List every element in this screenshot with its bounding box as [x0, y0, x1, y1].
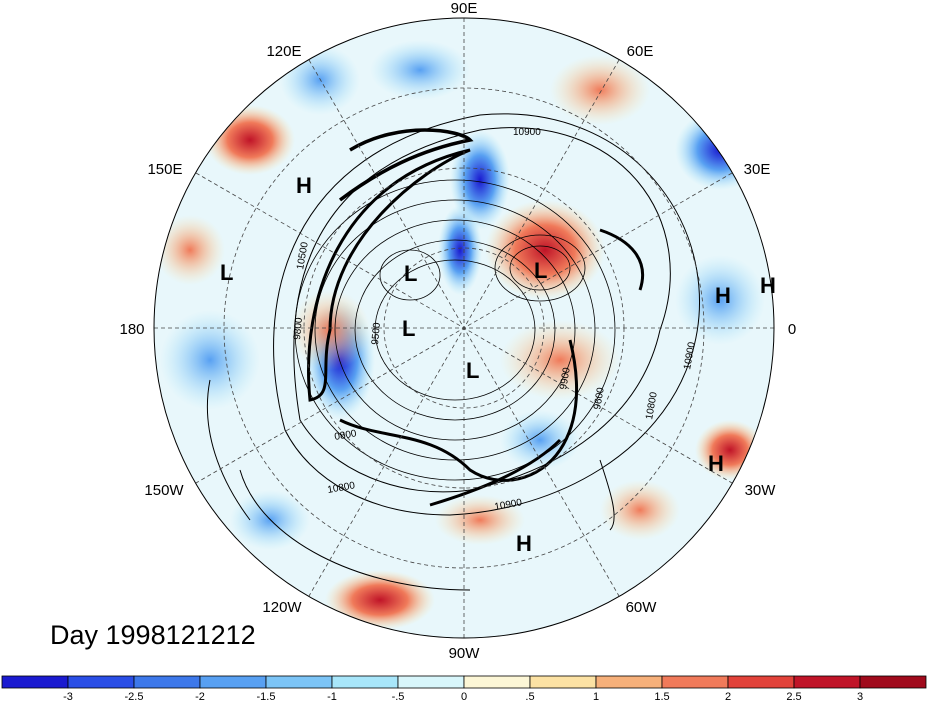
lon-label-90w: 90W	[449, 645, 481, 662]
colorbar: -3 -2.5 -2 -1.5 -1 -.5 0 .5 1 1.5 2 2.5 3	[1, 675, 927, 702]
contour-label-10900-right: 10900	[682, 341, 698, 371]
low-center-arctic: L	[402, 316, 415, 341]
high-center-atlantic: H	[708, 451, 724, 476]
colorbar-tick-label: -2.5	[125, 691, 144, 702]
colorbar-box	[397, 675, 465, 689]
lon-label-120w: 120W	[262, 599, 302, 616]
lon-label-90e: 90E	[451, 0, 478, 17]
colorbar-box	[727, 675, 795, 689]
lon-label-60w: 60W	[626, 599, 658, 616]
colorbar-box	[793, 675, 861, 689]
colorbar-boxes	[1, 675, 927, 689]
lon-label-30e: 30E	[744, 161, 771, 178]
contour-label-9900: 9900	[558, 366, 573, 390]
colorbar-tick-label: -1.5	[257, 691, 276, 702]
contour-label-9800-left: 9800	[292, 317, 305, 341]
colorbar-tick-label: .5	[525, 691, 534, 702]
longitude-labels: 90E 120E 60E 150E 30E 180 0 150W 30W 120…	[119, 0, 796, 662]
colorbar-box	[1, 675, 69, 689]
colorbar-tick-label: 3	[857, 691, 863, 702]
colorbar-box	[199, 675, 267, 689]
colorbar-tick-label: -2	[195, 691, 205, 702]
lon-label-120e: 120E	[266, 43, 301, 60]
lon-label-60e: 60E	[627, 43, 654, 60]
colorbar-tick-label: 2	[725, 691, 731, 702]
map-boundary	[153, 17, 775, 639]
colorbar-tick-label: -1	[327, 691, 337, 702]
colorbar-box	[859, 675, 927, 689]
contour-label-10900-bottom: 10900	[494, 497, 524, 513]
high-center-caribbean: H	[516, 531, 532, 556]
high-center-east-asia: H	[296, 173, 312, 198]
polar-map: 10900 10900 10800 10800 10900 9500 9900 …	[119, 0, 796, 662]
contour-label-9600: 9600	[592, 386, 607, 410]
contour-label-9500: 9500	[370, 322, 383, 346]
low-center-greenland: L	[466, 358, 479, 383]
lon-label-0: 0	[788, 321, 796, 338]
contour-label-10800-bottom: 10800	[327, 480, 357, 496]
colorbar-tick-label: 1.5	[654, 691, 669, 702]
colorbar-box	[661, 675, 729, 689]
colorbar-labels: -3 -2.5 -2 -1.5 -1 -.5 0 .5 1 1.5 2 2.5 3	[63, 691, 863, 702]
map-title: Day 1998121212	[50, 620, 256, 650]
colorbar-tick-label: -3	[63, 691, 73, 702]
colorbar-box	[133, 675, 201, 689]
graticule	[154, 18, 774, 638]
colorbar-box	[67, 675, 135, 689]
colorbar-box	[265, 675, 333, 689]
pressure-centers: H L L L L L H H H H	[220, 173, 776, 556]
geopotential-contours	[206, 113, 700, 591]
contour-label-10900-top: 10900	[513, 127, 541, 138]
low-center-europe: L	[534, 258, 547, 283]
colorbar-tick-label: -.5	[392, 691, 405, 702]
contour-label-10500-left: 10500	[295, 241, 311, 271]
high-center-edge: H	[760, 273, 776, 298]
colorbar-tick-label: 1	[593, 691, 599, 702]
low-center-pacific: L	[220, 260, 233, 285]
low-center-siberia: L	[404, 261, 417, 286]
colorbar-box	[331, 675, 399, 689]
colorbar-tick-label: 0	[461, 691, 467, 702]
contour-labels: 10900 10900 10800 10800 10900 9500 9900 …	[292, 127, 698, 513]
lon-label-180: 180	[119, 321, 144, 338]
contour-label-0800-left: 0800	[334, 428, 358, 443]
colorbar-box	[595, 675, 663, 689]
lon-label-150w: 150W	[144, 482, 184, 499]
high-center-atlantic-east: H	[715, 283, 731, 308]
lon-label-150e: 150E	[147, 161, 182, 178]
contour-label-10800-right: 10800	[644, 391, 660, 421]
colorbar-box	[529, 675, 597, 689]
lon-label-30w: 30W	[745, 482, 777, 499]
colorbar-tick-label: 2.5	[786, 691, 801, 702]
colorbar-box	[463, 675, 531, 689]
